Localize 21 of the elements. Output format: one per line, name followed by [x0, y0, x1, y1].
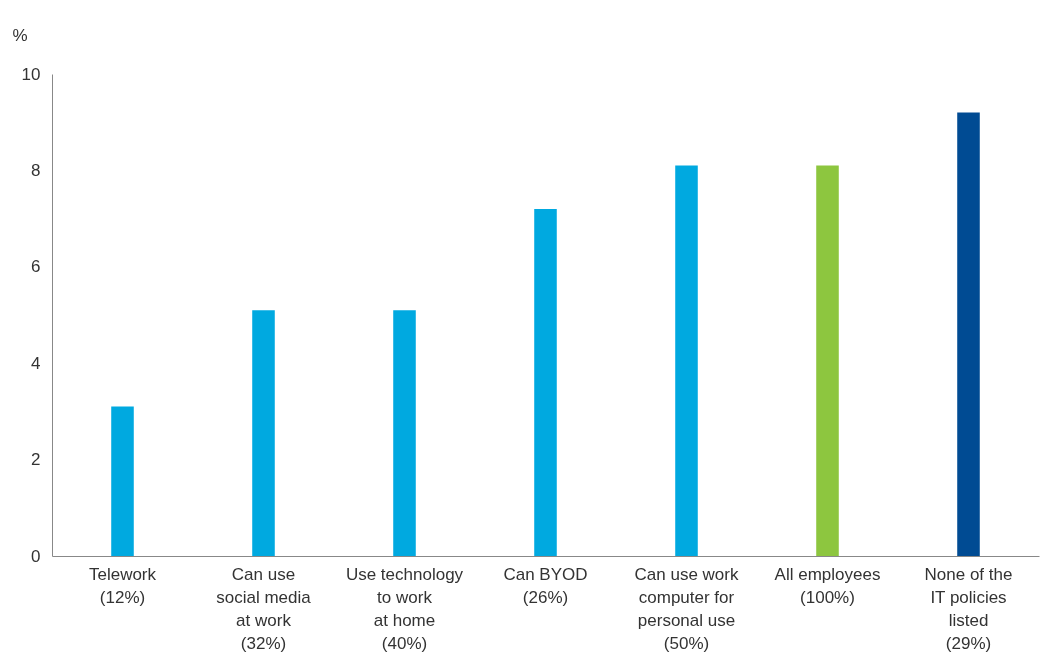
y-axis-title: % — [12, 25, 28, 45]
bar — [111, 406, 134, 556]
x-tick-label: Can use work computer for personal use (50%) — [634, 564, 739, 653]
x-tick-label: All employees (100%) — [774, 564, 881, 607]
x-tick-label: Can use social media at work (32%) — [216, 564, 312, 653]
x-tick-label: Can BYOD (26%) — [503, 564, 588, 607]
bar — [534, 208, 557, 556]
y-tick-label: 4 — [31, 353, 41, 373]
x-tick-label: None of the IT policies listed (29%) — [924, 564, 1013, 653]
bar — [816, 165, 839, 556]
bar — [393, 310, 416, 556]
y-tick-label: 0 — [31, 546, 41, 566]
y-tick-label: 10 — [21, 64, 41, 84]
y-tick-label: 6 — [31, 257, 41, 277]
x-tick-label: Use technology to work at home (40%) — [345, 564, 464, 653]
bar — [252, 310, 275, 556]
bar — [675, 165, 698, 556]
x-tick-label: Telework (12%) — [88, 564, 157, 607]
y-tick-label: 8 — [31, 160, 41, 180]
y-tick-label: 2 — [31, 450, 41, 470]
bar — [957, 112, 980, 556]
